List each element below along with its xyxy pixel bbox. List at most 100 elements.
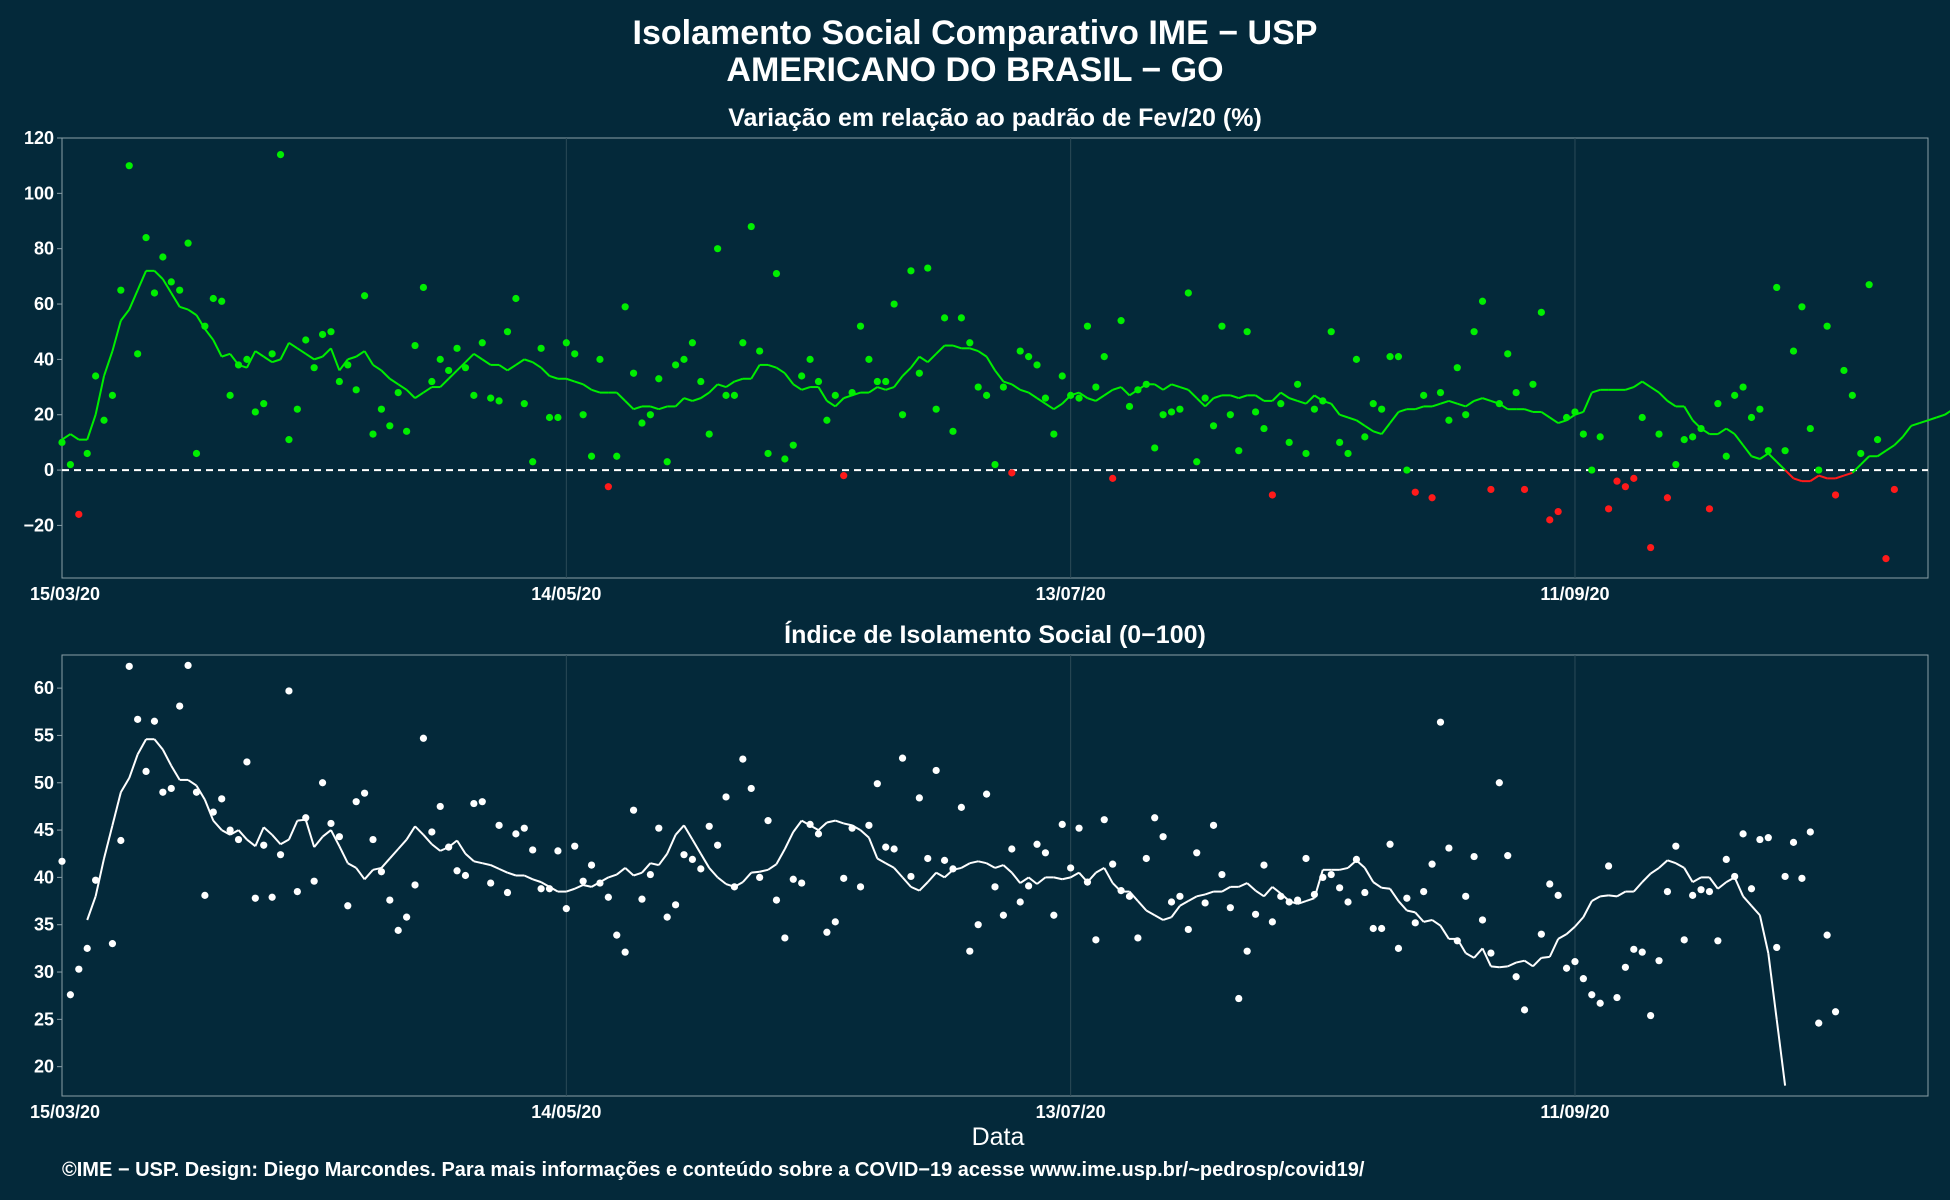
data-point (1504, 350, 1512, 358)
data-point (562, 339, 570, 347)
data-point (814, 377, 823, 386)
data-point (882, 843, 890, 851)
data-point (1731, 391, 1739, 399)
moving-average-segment (1439, 925, 1450, 940)
data-point (1201, 899, 1209, 907)
data-point (604, 483, 612, 491)
moving-average-segment (1465, 952, 1475, 959)
data-point (671, 361, 680, 369)
y-tick-label: −20 (23, 515, 54, 535)
moving-average-segment (229, 829, 240, 836)
data-point (318, 330, 327, 339)
moving-average-segment (321, 829, 332, 838)
data-point (310, 877, 318, 885)
data-point (520, 824, 528, 832)
data-point (268, 350, 276, 358)
data-point (1378, 405, 1386, 413)
data-point (697, 377, 705, 386)
data-point (428, 377, 436, 386)
data-point (730, 391, 739, 399)
y-tick-label: 120 (24, 128, 54, 148)
data-point (1100, 816, 1108, 824)
data-point (1453, 937, 1461, 945)
moving-average-segment (1305, 394, 1316, 405)
moving-average-segment (532, 878, 542, 884)
moving-average-segment (801, 386, 811, 391)
data-point (1058, 820, 1066, 828)
moving-average-segment (1423, 919, 1433, 923)
data-point (915, 794, 923, 802)
moving-average-segment (1196, 893, 1206, 898)
moving-average-segment (1171, 383, 1181, 389)
moving-average-segment (574, 380, 584, 386)
moving-average-segment (338, 358, 349, 372)
moving-average-segment (94, 375, 106, 415)
data-point (167, 278, 175, 286)
data-point (1470, 328, 1478, 336)
data-point (781, 934, 789, 942)
moving-average-segment (767, 863, 778, 871)
data-point (1293, 896, 1302, 904)
y-tick-label: 40 (34, 349, 54, 369)
moving-average-segment (1137, 900, 1148, 912)
moving-average-segment (877, 386, 887, 391)
data-point (1125, 892, 1134, 900)
moving-average-segment (321, 347, 332, 358)
moving-average-segment (212, 819, 223, 831)
moving-average-segment (1641, 872, 1652, 883)
moving-average-segment (414, 825, 425, 836)
data-point (1293, 380, 1302, 388)
moving-average-segment (1145, 909, 1156, 917)
moving-average-segment (1582, 900, 1593, 918)
moving-average-segment (1380, 422, 1391, 435)
moving-average-segment (1465, 400, 1475, 408)
data-point (554, 413, 562, 422)
data-point (1352, 355, 1361, 363)
data-point (621, 948, 629, 956)
data-point (932, 766, 940, 775)
moving-average-segment (582, 883, 592, 888)
data-point (1436, 718, 1445, 726)
moving-average-segment (330, 829, 341, 847)
data-point (276, 151, 285, 159)
moving-average-segment (1305, 897, 1315, 902)
moving-average-segment (624, 867, 635, 877)
data-point (1604, 505, 1613, 513)
y-tick-label: 0 (44, 460, 54, 480)
moving-average-segment (784, 372, 795, 385)
moving-average-segment (834, 819, 845, 825)
data-point (302, 814, 310, 822)
data-point (663, 458, 671, 466)
moving-average-segment (1750, 905, 1761, 916)
moving-average-segment (1524, 408, 1534, 413)
data-point (125, 662, 133, 670)
data-point (209, 808, 217, 816)
data-point (461, 364, 470, 372)
moving-average-segment (1221, 885, 1231, 893)
data-point (1075, 394, 1083, 402)
moving-average-segment (1616, 890, 1626, 898)
data-point (1058, 372, 1066, 380)
moving-average-segment (1053, 876, 1063, 881)
data-point (302, 336, 310, 344)
data-point (1310, 405, 1319, 413)
data-point (428, 828, 436, 836)
data-point (898, 754, 907, 762)
data-point (1344, 898, 1352, 906)
data-point (1705, 505, 1714, 513)
data-point (747, 222, 755, 231)
data-point (436, 355, 444, 363)
data-point (352, 798, 360, 806)
moving-average-segment (1658, 859, 1669, 869)
moving-average-segment (1650, 867, 1660, 875)
data-point (92, 372, 100, 380)
moving-average-segment (893, 375, 904, 388)
moving-average-segment (288, 341, 298, 350)
data-point (1613, 993, 1621, 1002)
moving-average-segment (1213, 394, 1223, 400)
moving-average-segment (868, 386, 878, 394)
data-point (1016, 347, 1024, 355)
data-point (1361, 888, 1369, 897)
data-point (1226, 904, 1234, 912)
data-point (1722, 855, 1730, 864)
